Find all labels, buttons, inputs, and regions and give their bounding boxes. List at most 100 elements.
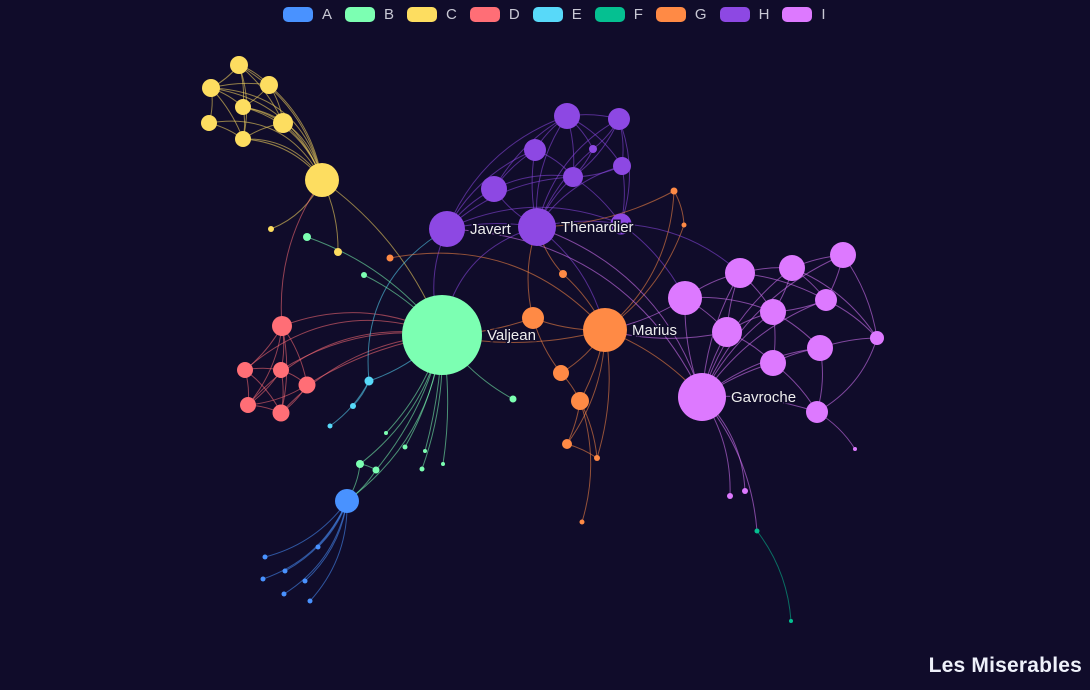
graph-node[interactable] (870, 331, 884, 345)
legend-item-h[interactable]: H (719, 6, 770, 23)
legend-marker-a[interactable] (283, 7, 313, 22)
graph-node[interactable] (305, 163, 339, 197)
legend-item-f[interactable]: F (594, 6, 643, 23)
graph-node[interactable] (302, 578, 308, 584)
graph-node-javert[interactable] (429, 211, 465, 247)
graph-node[interactable] (282, 568, 288, 574)
graph-node[interactable] (815, 289, 837, 311)
graph-node[interactable] (327, 423, 333, 429)
graph-node[interactable] (423, 449, 427, 453)
graph-node[interactable] (356, 460, 364, 468)
graph-node[interactable] (386, 254, 394, 262)
graph-node[interactable] (402, 444, 408, 450)
graph-node[interactable] (315, 544, 321, 550)
graph-node[interactable] (562, 439, 572, 449)
graph-node[interactable] (594, 455, 600, 461)
legend-marker-c[interactable] (407, 7, 438, 22)
graph-edge (210, 87, 323, 181)
graph-node[interactable] (725, 258, 755, 288)
graph-node[interactable] (235, 131, 251, 147)
legend-marker-h[interactable] (719, 7, 750, 22)
graph-node[interactable] (303, 233, 311, 241)
legend-marker-d[interactable] (469, 7, 500, 22)
graph-node[interactable] (727, 493, 733, 499)
legend-item-a[interactable]: A (283, 6, 332, 23)
graph-node[interactable] (335, 489, 359, 513)
graph-node[interactable] (240, 397, 256, 413)
graph-node[interactable] (830, 242, 856, 268)
graph-node-gavroche[interactable] (678, 373, 726, 421)
graph-node[interactable] (668, 281, 702, 315)
graph-node[interactable] (202, 79, 220, 97)
graph-node[interactable] (681, 222, 687, 228)
graph-node[interactable] (571, 392, 589, 410)
legend-marker-b[interactable] (345, 7, 376, 22)
legend-item-i[interactable]: I (782, 6, 826, 23)
graph-node[interactable] (235, 99, 251, 115)
graph-node[interactable] (522, 307, 544, 329)
graph-node[interactable] (608, 108, 630, 130)
graph-edge (280, 179, 323, 327)
graph-edge (389, 252, 606, 331)
graph-node[interactable] (441, 462, 445, 466)
graph-node[interactable] (559, 270, 567, 278)
graph-node[interactable] (610, 213, 632, 235)
legend-item-e[interactable]: E (532, 6, 582, 23)
graph-node[interactable] (754, 528, 760, 534)
graph-node[interactable] (272, 316, 292, 336)
graph-node[interactable] (350, 403, 356, 409)
graph-node[interactable] (589, 145, 597, 153)
graph-node[interactable] (806, 401, 828, 423)
graph-node[interactable] (372, 466, 380, 474)
graph-node-marius[interactable] (583, 308, 627, 352)
graph-node[interactable] (712, 317, 742, 347)
graph-node[interactable] (364, 376, 374, 386)
graph-node[interactable] (298, 376, 316, 394)
graph-node[interactable] (553, 365, 569, 381)
graph-node[interactable] (361, 272, 367, 278)
graph-node[interactable] (273, 113, 293, 133)
graph-node[interactable] (779, 255, 805, 281)
graph-node[interactable] (262, 554, 268, 560)
graph-node[interactable] (579, 519, 585, 525)
graph-node-valjean[interactable] (402, 295, 482, 375)
graph-node[interactable] (260, 76, 278, 94)
graph-node[interactable] (742, 488, 748, 494)
graph-node[interactable] (419, 466, 425, 472)
graph-node-thenardier[interactable] (518, 208, 556, 246)
graph-node[interactable] (807, 335, 833, 361)
graph-node[interactable] (554, 103, 580, 129)
legend-item-c[interactable]: C (407, 6, 457, 23)
graph-node[interactable] (760, 350, 786, 376)
legend-item-b[interactable]: B (345, 6, 394, 23)
graph-node[interactable] (268, 226, 274, 232)
graph-edge (283, 500, 348, 595)
legend-marker-g[interactable] (655, 7, 686, 22)
graph-node[interactable] (201, 115, 217, 131)
legend-item-d[interactable]: D (469, 6, 520, 23)
graph-node[interactable] (230, 56, 248, 74)
graph-node[interactable] (760, 299, 786, 325)
graph-node[interactable] (670, 187, 678, 195)
graph-node[interactable] (260, 576, 266, 582)
graph-node[interactable] (272, 404, 290, 422)
graph-node[interactable] (509, 395, 517, 403)
graph-node[interactable] (384, 431, 388, 435)
graph-node[interactable] (273, 362, 289, 378)
legend-marker-e[interactable] (532, 7, 563, 22)
graph-node[interactable] (281, 591, 287, 597)
graph-node[interactable] (334, 248, 342, 256)
graph-node[interactable] (237, 362, 253, 378)
legend-marker-i[interactable] (782, 7, 813, 22)
legend-marker-f[interactable] (594, 7, 625, 22)
legend-label: H (758, 6, 770, 23)
graph-node[interactable] (481, 176, 507, 202)
graph-node[interactable] (613, 157, 631, 175)
graph-node[interactable] (524, 139, 546, 161)
legend-item-g[interactable]: G (655, 6, 707, 23)
node-label-javert: Javert (470, 221, 512, 238)
graph-node[interactable] (563, 167, 583, 187)
graph-node[interactable] (307, 598, 313, 604)
graph-node[interactable] (789, 619, 793, 623)
graph-node[interactable] (853, 447, 857, 451)
